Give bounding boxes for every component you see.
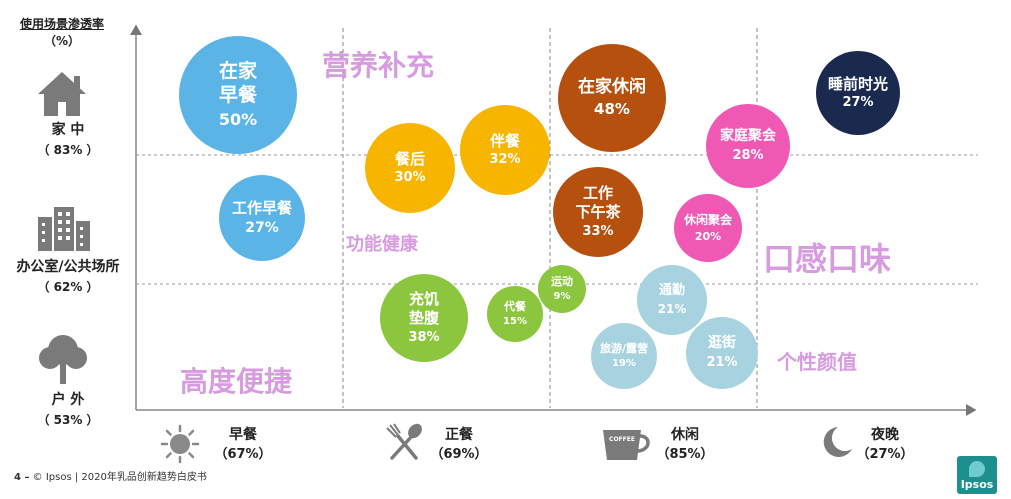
bubble-point: 休闲聚会 20% [674,194,742,262]
bubble-point: 在家 早餐 50% [179,36,297,154]
bubble-point: 逛街 21% [686,317,758,389]
bubble-point: 工作 下午茶 33% [553,167,643,257]
bubble-value: 21% [657,301,687,316]
bubble-label: 伴餐 [489,131,520,150]
bubble-point: 运动 9% [538,265,586,313]
bubble-value: 20% [694,229,722,243]
logo-mark-icon [969,461,985,477]
theme-taste-flavor: 口感口味 [763,240,892,278]
bubble-point: 睡前时光 27% [816,51,900,135]
theme-functional-health: 功能健康 [346,234,418,255]
logo-text: Ipsos [960,478,994,491]
bubble-point: 在家休闲 48% [558,44,666,152]
office-building-icon [38,207,90,251]
col-label-breakfast: 早餐 （67%） [214,427,272,462]
bubble-label: 通勤 [658,283,685,299]
theme-high-convenience: 高度便捷 [180,365,293,398]
bubble-label: 休闲聚会 [683,212,732,227]
house-icon [38,72,86,116]
bubble-point: 餐后 30% [365,123,455,213]
row-label-office: 办公室/公共场所 （ 62% ） [16,259,120,294]
bubble-point: 通勤 21% [637,265,707,335]
bubble-label: 睡前时光 [827,74,888,93]
bubble-label: 充饥 垫腹 [408,290,439,327]
bubble-value: 15% [503,315,527,327]
moon-icon [823,427,852,457]
bubble-label: 在家休闲 [578,77,646,97]
bubble-point: 伴餐 32% [460,105,550,195]
bubble-label: 旅游/露营 [599,341,649,355]
bubble-label: 逛街 [708,335,736,352]
bubble-label: 家庭聚会 [720,128,776,145]
col-label-night: 夜晚 （27%） [856,427,914,462]
bubble-label: 工作 下午茶 [575,184,621,221]
bubble-point: 充饥 垫腹 38% [380,274,468,362]
bubble-value: 27% [842,95,874,111]
cup-text: COFFEE [609,436,635,443]
ipsos-logo: Ipsos [957,456,997,494]
y-axis-title-line2: （%） [43,34,81,48]
col-label-leisure: 休闲 （85%） [656,427,714,462]
bubble-value: 9% [553,290,571,302]
y-axis-title: 使用场景渗透率 （%） [6,16,118,50]
theme-nutrition: 营养补充 [322,49,435,82]
coffee-cup-icon: COFFEE [601,426,651,466]
bubble-value: 38% [408,329,440,345]
bubble-value: 32% [489,152,521,168]
bubble-value: 19% [612,357,636,369]
bubble-label: 工作早餐 [231,198,292,217]
bubble-point: 家庭聚会 28% [706,104,790,188]
row-label-outdoor: 户 外 （ 53% ） [37,392,99,427]
fork-spoon-icon [386,423,422,460]
bubble-value: 50% [218,109,258,129]
bubble-value: 33% [582,223,614,239]
bubble-label: 运动 [551,274,573,288]
bubble-label: 代餐 [504,299,526,313]
theme-personal-look: 个性颜值 [777,350,857,374]
bubble-point: 旅游/露营 19% [591,323,657,389]
y-axis-title-line1: 使用场景渗透率 [19,17,104,31]
bubble-value: 48% [594,100,630,119]
bubble-point: 代餐 15% [487,286,543,342]
bubble-value: 28% [732,147,764,163]
footer-source: © Ipsos | 2020年乳品创新趋势白皮书 [32,472,207,483]
col-label-meal: 正餐 （69%） [430,427,488,462]
sun-icon [160,424,200,464]
row-label-home: 家 中 （ 83% ） [37,122,99,157]
bubble-value: 27% [245,219,279,236]
bubble-point: 工作早餐 27% [219,175,305,261]
bubble-label: 在家 早餐 [218,60,257,106]
footer: 4 – © Ipsos | 2020年乳品创新趋势白皮书 [14,468,207,483]
bubble-value: 21% [706,354,738,370]
page-number: 4 – [14,472,30,483]
bubble-label: 餐后 [394,149,425,168]
tree-icon [39,335,87,384]
bubble-value: 30% [394,170,426,186]
